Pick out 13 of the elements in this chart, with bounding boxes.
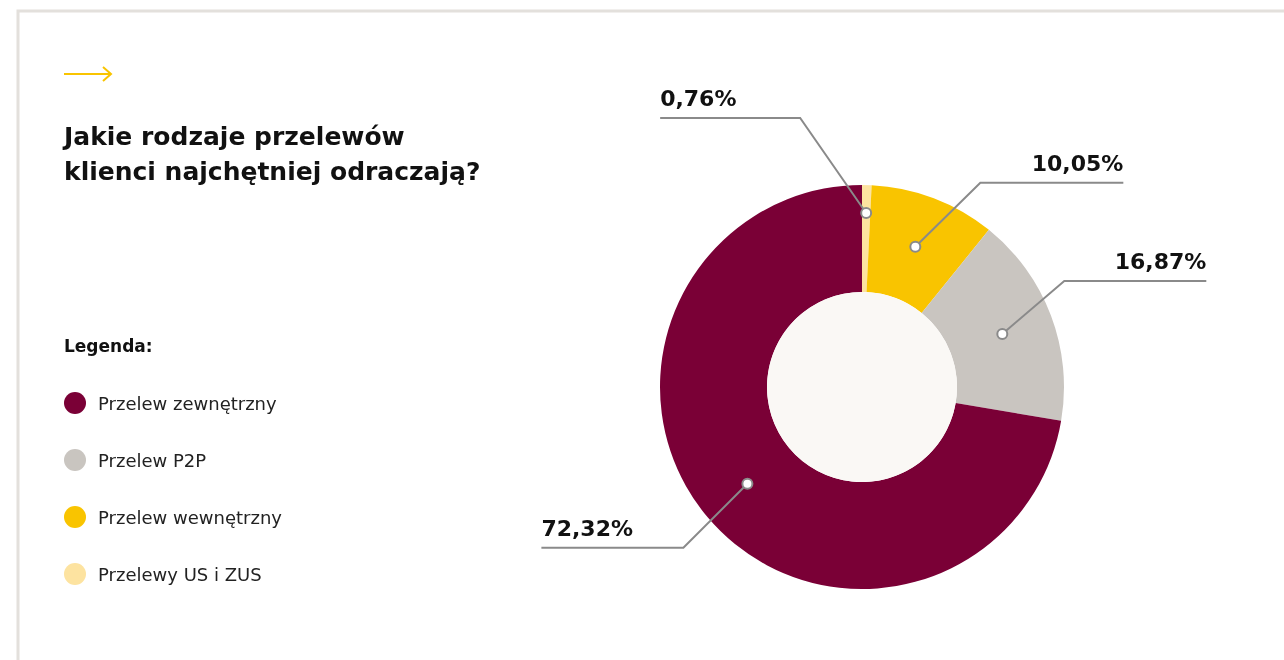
data-label: 0,76% bbox=[660, 86, 737, 112]
donut-slice bbox=[660, 185, 1062, 589]
legend-label: Przelew zewnętrzny bbox=[98, 393, 278, 414]
legend-label: Przelew P2P bbox=[98, 450, 207, 471]
data-label: 10,05% bbox=[1031, 150, 1124, 176]
data-label: 72,32% bbox=[541, 515, 634, 541]
legend-label: Przelewy US i ZUS bbox=[98, 564, 262, 585]
legend-label: Przelew wewnętrzny bbox=[98, 507, 283, 528]
text: Jakie rodzaje przelewów klienci najchętniej odraczają? bbox=[62, 122, 481, 186]
donut-slice bbox=[866, 185, 989, 314]
data-label: 16,87% bbox=[1114, 248, 1207, 274]
legend-title: Legenda: bbox=[64, 336, 153, 356]
donut-slice bbox=[921, 229, 1064, 421]
